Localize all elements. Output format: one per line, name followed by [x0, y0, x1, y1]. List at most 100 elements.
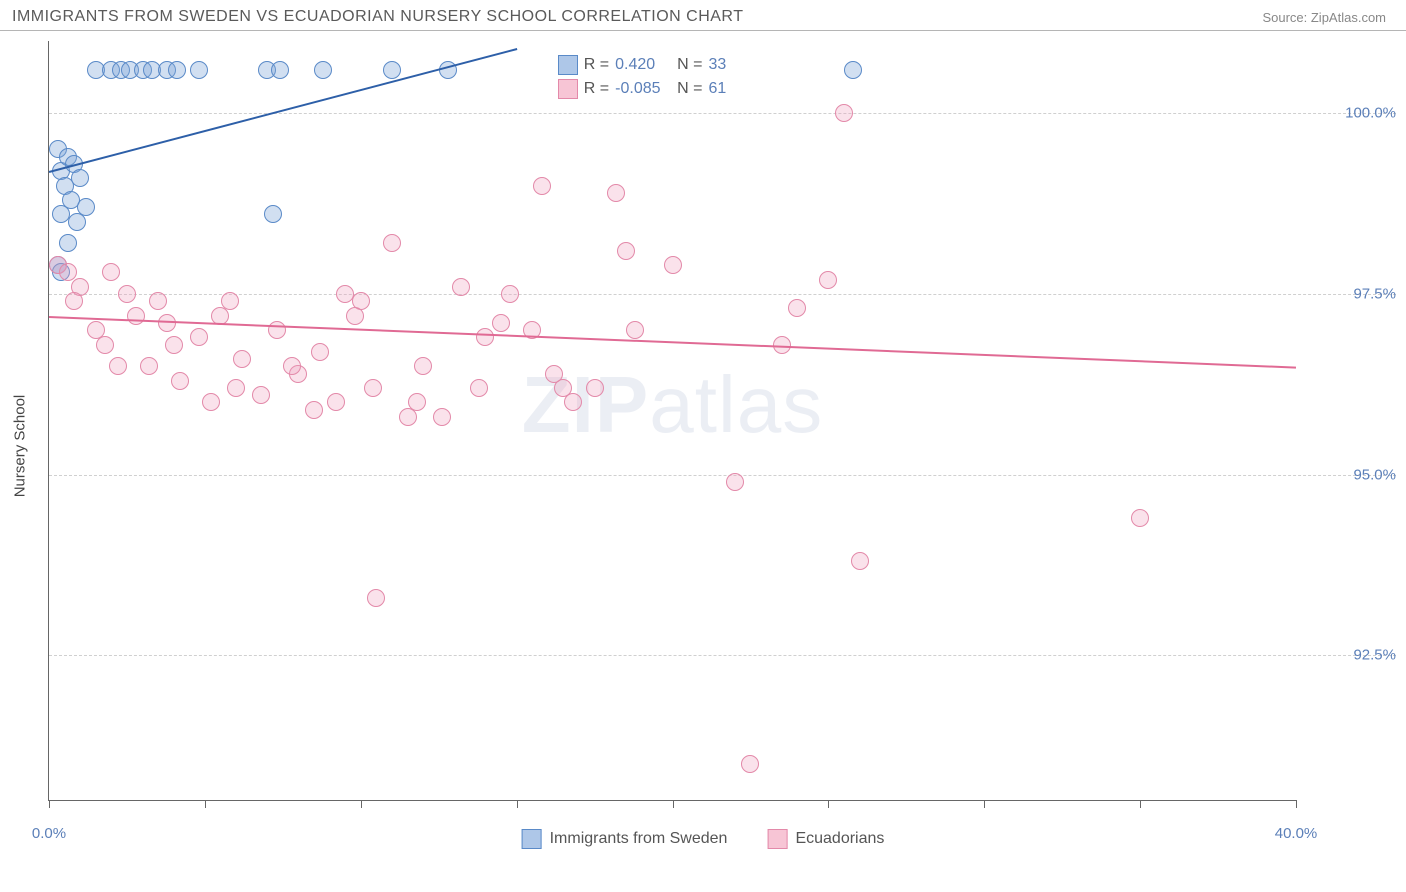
- y-tick-label: 95.0%: [1306, 466, 1396, 483]
- data-point: [96, 336, 114, 354]
- data-point: [564, 393, 582, 411]
- legend-swatch: [767, 829, 787, 849]
- data-point: [819, 271, 837, 289]
- legend-item: Ecuadorians: [767, 829, 884, 849]
- data-point: [607, 184, 625, 202]
- data-point: [626, 321, 644, 339]
- n-value: 61: [708, 80, 764, 98]
- data-point: [364, 379, 382, 397]
- data-point: [190, 328, 208, 346]
- data-point: [470, 379, 488, 397]
- data-point: [102, 263, 120, 281]
- data-point: [165, 336, 183, 354]
- x-tick: [1140, 800, 1141, 808]
- data-point: [202, 393, 220, 411]
- data-point: [788, 299, 806, 317]
- data-point: [127, 307, 145, 325]
- data-point: [283, 357, 301, 375]
- data-point: [1131, 509, 1149, 527]
- data-point: [118, 285, 136, 303]
- data-point: [586, 379, 604, 397]
- plot-area: ZIPatlas R =0.420N =33R =-0.085N =61 92.…: [48, 41, 1296, 801]
- data-point: [346, 307, 364, 325]
- data-point: [835, 104, 853, 122]
- y-axis-title: Nursery School: [12, 395, 29, 498]
- y-tick-label: 92.5%: [1306, 647, 1396, 664]
- legend-label: Immigrants from Sweden: [550, 830, 728, 848]
- data-point: [726, 473, 744, 491]
- y-tick-label: 97.5%: [1306, 286, 1396, 303]
- r-value: -0.085: [615, 80, 671, 98]
- gridline: [49, 294, 1396, 295]
- data-point: [664, 256, 682, 274]
- legend-swatch: [522, 829, 542, 849]
- data-point: [741, 755, 759, 773]
- x-tick: [361, 800, 362, 808]
- x-tick-label: 0.0%: [32, 825, 66, 842]
- data-point: [140, 357, 158, 375]
- data-point: [190, 61, 208, 79]
- data-point: [851, 552, 869, 570]
- data-point: [336, 285, 354, 303]
- y-tick-label: 100.0%: [1306, 105, 1396, 122]
- data-point: [452, 278, 470, 296]
- gridline: [49, 475, 1396, 476]
- data-point: [264, 205, 282, 223]
- data-point: [433, 408, 451, 426]
- source-label: Source: ZipAtlas.com: [1262, 10, 1386, 25]
- data-point: [149, 292, 167, 310]
- x-tick: [205, 800, 206, 808]
- data-point: [68, 213, 86, 231]
- x-tick: [1296, 800, 1297, 808]
- n-value: 33: [708, 56, 764, 74]
- series-legend: Immigrants from Sweden Ecuadorians: [522, 829, 885, 849]
- data-point: [171, 372, 189, 390]
- data-point: [501, 285, 519, 303]
- chart-title: IMMIGRANTS FROM SWEDEN VS ECUADORIAN NUR…: [12, 8, 743, 26]
- x-tick: [517, 800, 518, 808]
- x-tick: [49, 800, 50, 808]
- legend-item: Immigrants from Sweden: [522, 829, 728, 849]
- x-tick: [828, 800, 829, 808]
- legend-swatch: [558, 55, 578, 75]
- data-point: [476, 328, 494, 346]
- data-point: [233, 350, 251, 368]
- data-point: [327, 393, 345, 411]
- watermark-zip: ZIP: [522, 360, 649, 449]
- x-tick: [984, 800, 985, 808]
- data-point: [59, 234, 77, 252]
- data-point: [383, 61, 401, 79]
- title-bar: IMMIGRANTS FROM SWEDEN VS ECUADORIAN NUR…: [0, 0, 1406, 31]
- r-label: R =: [584, 56, 609, 74]
- chart-wrap: Nursery School ZIPatlas R =0.420N =33R =…: [0, 31, 1406, 861]
- correlation-legend: R =0.420N =33R =-0.085N =61: [548, 49, 775, 105]
- data-point: [268, 321, 286, 339]
- data-point: [617, 242, 635, 260]
- data-point: [414, 357, 432, 375]
- data-point: [367, 589, 385, 607]
- data-point: [71, 169, 89, 187]
- gridline: [49, 113, 1396, 114]
- legend-swatch: [558, 79, 578, 99]
- data-point: [492, 314, 510, 332]
- legend-row: R =0.420N =33: [558, 53, 765, 77]
- n-label: N =: [677, 56, 702, 74]
- legend-label: Ecuadorians: [795, 830, 884, 848]
- x-tick-label: 40.0%: [1275, 825, 1318, 842]
- data-point: [65, 292, 83, 310]
- data-point: [271, 61, 289, 79]
- r-label: R =: [584, 80, 609, 98]
- data-point: [545, 365, 563, 383]
- data-point: [109, 357, 127, 375]
- gridline: [49, 655, 1396, 656]
- x-tick: [673, 800, 674, 808]
- data-point: [227, 379, 245, 397]
- watermark-atlas: atlas: [649, 360, 823, 449]
- data-point: [252, 386, 270, 404]
- data-point: [533, 177, 551, 195]
- n-label: N =: [677, 80, 702, 98]
- data-point: [168, 61, 186, 79]
- data-point: [311, 343, 329, 361]
- data-point: [383, 234, 401, 252]
- legend-row: R = -0.085 N = 61: [558, 77, 765, 101]
